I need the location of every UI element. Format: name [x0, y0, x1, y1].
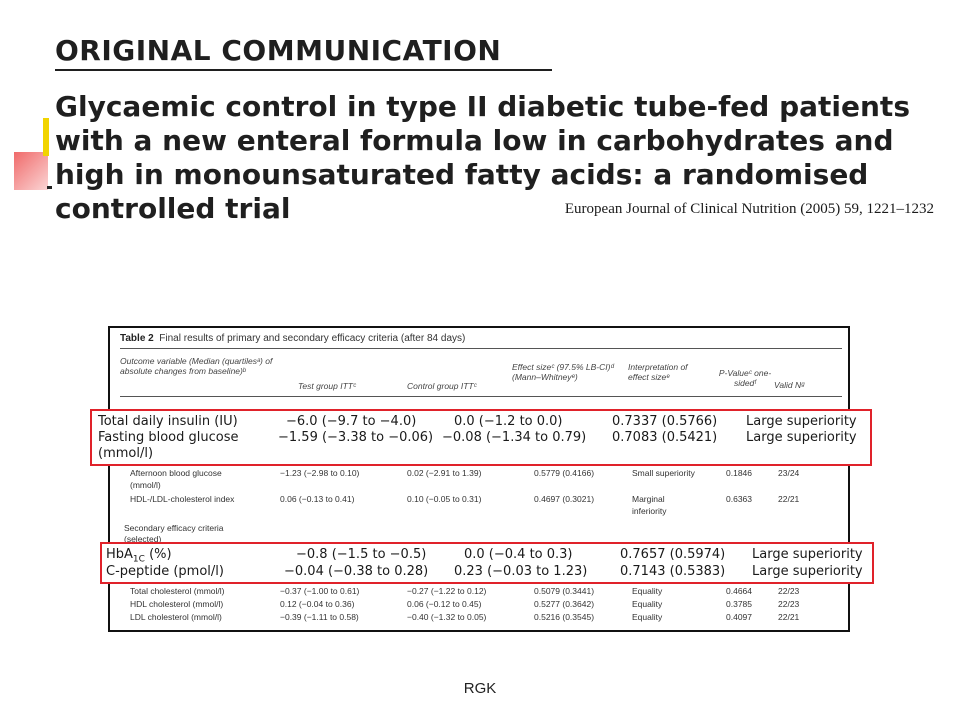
decorative-red-square: [14, 152, 48, 190]
row-name: HbA1C (%): [106, 547, 172, 568]
paper-title-line: high in monounsaturated fatty acids: a r…: [55, 158, 869, 191]
row-control-value: 0.23 (−0.03 to 1.23): [454, 564, 588, 579]
row-interpretation: Equality: [632, 586, 663, 596]
decorative-yellow-bar: [43, 118, 49, 156]
row-name-subscript: 1C: [132, 554, 145, 565]
section-label: ORIGINAL COMMUNICATION: [55, 34, 502, 67]
slide-footer: RGK: [463, 680, 497, 697]
row-test-value: 0.12 (−0.04 to 0.36): [280, 599, 355, 609]
row-interpretation: Marginal: [632, 494, 665, 504]
row-test-value: 0.06 (−0.13 to 0.41): [280, 494, 355, 504]
row-test-value: −0.8 (−1.5 to −0.5): [296, 547, 427, 562]
header-control-group: Control group ITTᶜ: [407, 381, 477, 391]
row-effect-value: 0.5779 (0.4166): [534, 468, 595, 478]
row-interpretation: Large superiority: [746, 414, 857, 429]
row-control-value: 0.02 (−2.91 to 1.39): [407, 468, 482, 478]
row-test-value: −6.0 (−9.7 to −4.0): [286, 414, 417, 429]
row-valid-n: 22/21: [778, 494, 800, 504]
row-name: HDL-/LDL-cholesterol index: [130, 494, 235, 504]
secondary-heading: Secondary efficacy criteria: [124, 523, 224, 533]
row-name-unit: (mmol/l): [98, 446, 154, 461]
table-caption-text: Final results of primary and secondary e…: [159, 333, 466, 344]
row-name: LDL cholesterol (mmol/l): [130, 612, 222, 622]
row-name: C-peptide (pmol/l): [106, 564, 224, 579]
table-caption: Table 2 Final results of primary and sec…: [120, 333, 465, 344]
row-effect-value: 0.7143 (0.5383): [620, 564, 726, 579]
results-table: Table 2 Final results of primary and sec…: [108, 326, 850, 632]
row-name: Afternoon blood glucose: [130, 468, 222, 478]
row-interpretation: Large superiority: [746, 430, 857, 445]
row-test-value: −0.37 (−1.00 to 0.61): [280, 586, 360, 596]
row-name: Total cholesterol (mmol/l): [130, 586, 225, 596]
section-underline: [55, 69, 552, 71]
highlight-box-primary: Total daily insulin (IU) −6.0 (−9.7 to −…: [90, 409, 872, 466]
row-control-value: −0.08 (−1.34 to 0.79): [442, 430, 587, 445]
journal-citation: European Journal of Clinical Nutrition (…: [564, 201, 934, 217]
row-valid-n: 23/24: [778, 468, 800, 478]
row-effect-value: 0.5079 (0.3441): [534, 586, 595, 596]
row-control-value: 0.06 (−0.12 to 0.45): [407, 599, 482, 609]
row-name-unit: (%): [144, 547, 172, 562]
row-test-value: −1.59 (−3.38 to −0.06): [278, 430, 434, 445]
paper-title-line: controlled trial: [55, 192, 291, 225]
row-test-value: −1.23 (−2.98 to 0.10): [280, 468, 360, 478]
row-test-value: −0.39 (−1.11 to 0.58): [280, 612, 359, 622]
row-interpretation: Small superiority: [632, 468, 695, 478]
row-valid-n: 22/23: [778, 599, 800, 609]
row-name-unit: (mmol/l): [130, 480, 161, 490]
header-valid-n: Valid Nᵍ: [774, 380, 805, 390]
row-effect-value: 0.5277 (0.3642): [534, 599, 595, 609]
row-p-value: 0.6363: [726, 494, 752, 504]
header-p-value: P-Valueᶜ one-sidedᶠ: [718, 368, 772, 388]
row-name: HDL cholesterol (mmol/l): [130, 599, 224, 609]
highlight-box-secondary: HbA1C (%) −0.8 (−1.5 to −0.5) 0.0 (−0.4 …: [100, 542, 874, 584]
row-valid-n: 22/21: [778, 612, 800, 622]
row-control-value: 0.0 (−0.4 to 0.3): [464, 547, 573, 562]
row-p-value: 0.1846: [726, 468, 752, 478]
decorative-dot: [47, 186, 52, 189]
header-effect-size: Effect sizeᶜ (97.5% LB-CI)ᵈ (Mann–Whitne…: [512, 362, 614, 382]
row-p-value: 0.4097: [726, 612, 752, 622]
row-effect-value: 0.7083 (0.5421): [612, 430, 718, 445]
row-effect-value: 0.7657 (0.5974): [620, 547, 726, 562]
header-bottom-rule: [120, 396, 842, 397]
row-name: Total daily insulin (IU): [98, 414, 238, 429]
row-effect-value: 0.4697 (0.3021): [534, 494, 595, 504]
row-interpretation: Large superiority: [752, 564, 863, 579]
row-effect-value: 0.5216 (0.3545): [534, 612, 595, 622]
paper-title: Glycaemic control in type II diabetic tu…: [55, 90, 940, 226]
table-top-rule: [120, 348, 842, 349]
header-test-group: Test group ITTᶜ: [298, 381, 356, 391]
row-p-value: 0.4664: [726, 586, 752, 596]
row-name: Fasting blood glucose: [98, 430, 239, 445]
row-control-value: 0.10 (−0.05 to 0.31): [407, 494, 482, 504]
row-name-main: HbA: [106, 547, 133, 562]
row-p-value: 0.3785: [726, 599, 752, 609]
row-valid-n: 22/23: [778, 586, 800, 596]
row-control-value: −0.40 (−1.32 to 0.05): [407, 612, 487, 622]
row-interpretation: Equality: [632, 612, 663, 622]
secondary-heading-cont: (selected): [124, 534, 162, 544]
row-control-value: 0.0 (−1.2 to 0.0): [454, 414, 563, 429]
row-control-value: −0.27 (−1.22 to 0.12): [407, 586, 487, 596]
paper-title-line: Glycaemic control in type II diabetic tu…: [55, 90, 910, 123]
header-outcome: Outcome variable (Median (quartilesᵃ) of…: [120, 356, 273, 376]
row-effect-value: 0.7337 (0.5766): [612, 414, 718, 429]
row-interpretation: Equality: [632, 599, 663, 609]
row-interpretation-cont: inferiority: [632, 506, 667, 516]
header-interpretation: Interpretation of effect sizeᵉ: [628, 362, 688, 382]
table-caption-label: Table 2: [120, 333, 154, 344]
row-test-value: −0.04 (−0.38 to 0.28): [284, 564, 429, 579]
row-interpretation: Large superiority: [752, 547, 863, 562]
paper-title-line: with a new enteral formula low in carboh…: [55, 124, 894, 157]
